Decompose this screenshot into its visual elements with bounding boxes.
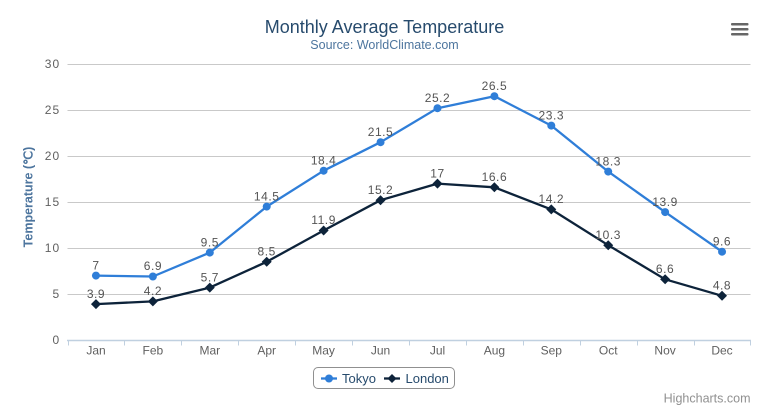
svg-text:6.6: 6.6 bbox=[656, 262, 674, 276]
svg-text:9.6: 9.6 bbox=[713, 234, 731, 248]
svg-text:Source: WorldClimate.com: Source: WorldClimate.com bbox=[310, 38, 458, 52]
svg-text:20: 20 bbox=[45, 149, 61, 163]
svg-text:6.9: 6.9 bbox=[144, 259, 162, 273]
svg-text:Nov: Nov bbox=[654, 344, 675, 358]
svg-text:21.5: 21.5 bbox=[368, 125, 394, 139]
svg-text:11.9: 11.9 bbox=[311, 213, 336, 227]
svg-text:26.5: 26.5 bbox=[482, 79, 508, 93]
svg-text:Sep: Sep bbox=[541, 344, 563, 358]
svg-text:4.8: 4.8 bbox=[713, 279, 731, 293]
svg-text:Oct: Oct bbox=[599, 344, 618, 358]
svg-text:5: 5 bbox=[53, 287, 61, 301]
svg-text:5.7: 5.7 bbox=[201, 270, 219, 284]
svg-text:17: 17 bbox=[430, 166, 444, 180]
svg-text:0: 0 bbox=[53, 333, 61, 347]
svg-text:10: 10 bbox=[45, 241, 61, 255]
svg-text:16.6: 16.6 bbox=[482, 170, 508, 184]
svg-text:7: 7 bbox=[92, 258, 99, 272]
svg-text:Dec: Dec bbox=[711, 344, 732, 358]
svg-text:Feb: Feb bbox=[143, 344, 164, 358]
svg-text:8.5: 8.5 bbox=[258, 245, 276, 259]
svg-text:Temperature (℃): Temperature (℃) bbox=[22, 147, 36, 248]
svg-text:9.5: 9.5 bbox=[201, 235, 219, 249]
svg-text:10.3: 10.3 bbox=[595, 228, 621, 242]
svg-text:13.9: 13.9 bbox=[652, 195, 678, 209]
svg-text:4.2: 4.2 bbox=[144, 284, 162, 298]
svg-text:Tokyo: Tokyo bbox=[342, 371, 376, 386]
svg-text:18.3: 18.3 bbox=[595, 154, 621, 168]
svg-text:Jul: Jul bbox=[430, 344, 445, 358]
svg-text:25: 25 bbox=[45, 103, 61, 117]
svg-text:3.9: 3.9 bbox=[87, 287, 105, 301]
svg-text:25.2: 25.2 bbox=[425, 91, 451, 105]
svg-text:Jun: Jun bbox=[371, 344, 390, 358]
svg-text:May: May bbox=[312, 344, 335, 358]
svg-text:14.2: 14.2 bbox=[539, 192, 565, 206]
svg-text:30: 30 bbox=[45, 57, 61, 71]
svg-text:15: 15 bbox=[45, 195, 61, 209]
svg-text:15.2: 15.2 bbox=[368, 183, 394, 197]
svg-text:14.5: 14.5 bbox=[254, 189, 280, 203]
svg-text:Monthly Average Temperature: Monthly Average Temperature bbox=[265, 17, 504, 37]
svg-text:Mar: Mar bbox=[199, 344, 220, 358]
svg-text:Jan: Jan bbox=[86, 344, 105, 358]
svg-text:Highcharts.com: Highcharts.com bbox=[664, 392, 751, 406]
svg-text:Apr: Apr bbox=[257, 344, 276, 358]
svg-text:23.3: 23.3 bbox=[539, 108, 565, 122]
svg-text:18.4: 18.4 bbox=[311, 153, 337, 167]
svg-text:London: London bbox=[406, 371, 449, 386]
svg-text:Aug: Aug bbox=[484, 344, 505, 358]
